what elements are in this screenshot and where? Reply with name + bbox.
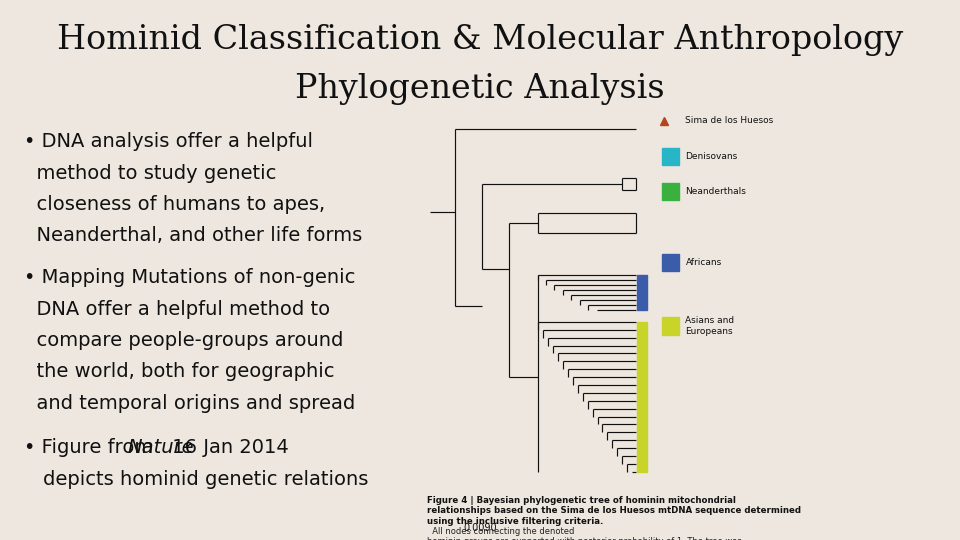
Text: method to study genetic: method to study genetic — [24, 164, 276, 183]
Text: All nodes connecting the denoted
hominin groups are supported with posterior pro: All nodes connecting the denoted hominin… — [427, 527, 759, 540]
Text: 16 Jan 2014: 16 Jan 2014 — [166, 438, 289, 457]
Bar — [662, 254, 679, 272]
Text: compare people-groups around: compare people-groups around — [24, 331, 344, 350]
Text: Neanderthal, and other life forms: Neanderthal, and other life forms — [24, 226, 362, 245]
Text: the world, both for geographic: the world, both for geographic — [24, 362, 334, 381]
Bar — [637, 322, 647, 472]
Text: and temporal origins and spread: and temporal origins and spread — [24, 394, 355, 413]
Text: Figure 4 | Bayesian phylogenetic tree of hominin mitochondrial
relationships bas: Figure 4 | Bayesian phylogenetic tree of… — [427, 496, 802, 525]
Text: Denisovans: Denisovans — [685, 152, 737, 161]
Text: Hominid Classification & Molecular Anthropology: Hominid Classification & Molecular Anthr… — [57, 24, 903, 56]
Text: DNA offer a helpful method to: DNA offer a helpful method to — [24, 300, 330, 319]
Text: • Mapping Mutations of non-genic: • Mapping Mutations of non-genic — [24, 268, 355, 287]
Text: Asians and
Europeans: Asians and Europeans — [685, 316, 734, 335]
Bar — [662, 147, 679, 165]
Text: Nature: Nature — [128, 438, 194, 457]
Bar — [662, 317, 679, 334]
Text: Phylogenetic Analysis: Phylogenetic Analysis — [295, 73, 665, 105]
Text: Africans: Africans — [685, 258, 722, 267]
Text: depicts hominid genetic relations: depicts hominid genetic relations — [43, 470, 369, 489]
Text: Sima de los Huesos: Sima de los Huesos — [685, 116, 774, 125]
Text: Neanderthals: Neanderthals — [685, 187, 746, 197]
Text: closeness of humans to apes,: closeness of humans to apes, — [24, 195, 325, 214]
Bar — [637, 275, 647, 310]
Bar — [662, 183, 679, 200]
Text: 0.0090: 0.0090 — [463, 523, 497, 533]
Text: • Figure from: • Figure from — [24, 438, 159, 457]
Text: • DNA analysis offer a helpful: • DNA analysis offer a helpful — [24, 132, 313, 151]
